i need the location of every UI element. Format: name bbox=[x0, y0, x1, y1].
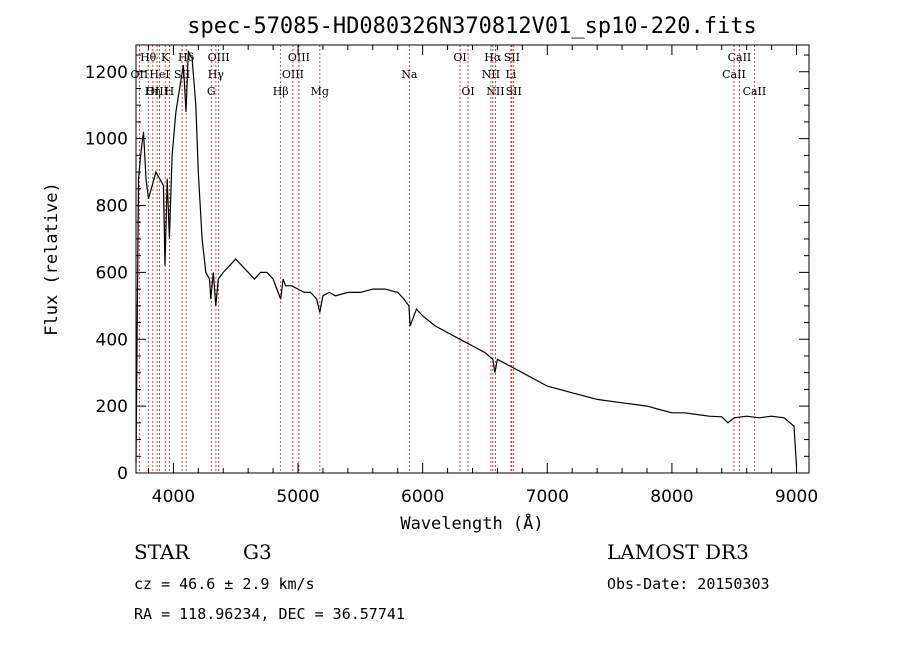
marker-label-20: SII bbox=[504, 51, 520, 64]
marker-label-14: Hβ bbox=[273, 85, 289, 98]
marker-label-27: CaII bbox=[743, 85, 767, 98]
marker-label-5: K bbox=[161, 51, 170, 64]
redshift-text: cz = 46.6 ± 2.9 km/s bbox=[134, 575, 315, 593]
marker-label-17: OI bbox=[453, 51, 466, 64]
marker-label-7: H bbox=[165, 85, 175, 98]
x-tick-label-5000: 5000 bbox=[276, 487, 319, 507]
subclass: G3 bbox=[243, 540, 272, 564]
marker-label-15: Mg bbox=[311, 85, 329, 98]
x-tick-label-8000: 8000 bbox=[650, 487, 693, 507]
y-tick-label-600: 600 bbox=[96, 263, 128, 283]
marker-label-12: OIII bbox=[288, 51, 310, 64]
marker-label-26: CaII bbox=[722, 68, 746, 81]
y-tick-label-0: 0 bbox=[117, 464, 128, 484]
marker-label-18: OI bbox=[461, 85, 474, 98]
y-axis-label: Flux (relative) bbox=[42, 182, 62, 336]
plot-frame bbox=[135, 44, 810, 474]
axis-ticks: 4000 5000 6000 7000 8000 9000 0 200 400 600 800 100… bbox=[85, 45, 818, 507]
coordinates: RA = 118.96234, DEC = 36.57741 bbox=[134, 605, 405, 623]
marker-label-9: OIII bbox=[208, 51, 230, 64]
x-tick-label-6000: 6000 bbox=[401, 487, 444, 507]
y-tick-label-400: 400 bbox=[96, 330, 128, 350]
marker-label-16: Na bbox=[401, 68, 418, 81]
marker-label-24: SII bbox=[506, 85, 522, 98]
x-tick-label-9000: 9000 bbox=[775, 487, 818, 507]
object-type: STAR bbox=[134, 540, 190, 564]
chart-title: spec-57085-HD080326N370812V01_sp10-220.f… bbox=[187, 14, 757, 39]
marker-label-23: NII bbox=[486, 85, 504, 98]
survey-name: LAMOST DR3 bbox=[607, 540, 749, 564]
spectrum-series-line bbox=[135, 49, 798, 467]
x-axis-label: Wavelength (Å) bbox=[400, 512, 543, 534]
marker-label-10: Hγ bbox=[208, 68, 225, 81]
marker-label-4: HeI bbox=[149, 68, 169, 81]
y-tick-label-1200: 1200 bbox=[85, 63, 128, 83]
marker-label-21: NII bbox=[482, 68, 500, 81]
obs-date: Obs-Date: 20150303 bbox=[607, 575, 770, 593]
x-tick-label-7000: 7000 bbox=[526, 487, 569, 507]
marker-label-11: G bbox=[207, 85, 216, 98]
marker-label-8: Hδ bbox=[178, 51, 195, 64]
y-tick-label-1000: 1000 bbox=[85, 130, 128, 150]
marker-label-1: OII bbox=[131, 68, 149, 81]
marker-label-0: Hθ bbox=[140, 51, 157, 64]
marker-label-13: OIII bbox=[282, 68, 304, 81]
y-tick-label-800: 800 bbox=[96, 197, 128, 217]
marker-label-3: Hη bbox=[145, 85, 161, 98]
y-tick-label-200: 200 bbox=[96, 397, 128, 417]
marker-label-19: Hα bbox=[484, 51, 502, 64]
marker-label-22: Li bbox=[505, 68, 516, 81]
x-tick-label-4000: 4000 bbox=[152, 487, 195, 507]
marker-label-2: OIII bbox=[146, 85, 168, 98]
marker-label-25: CaII bbox=[728, 51, 752, 64]
